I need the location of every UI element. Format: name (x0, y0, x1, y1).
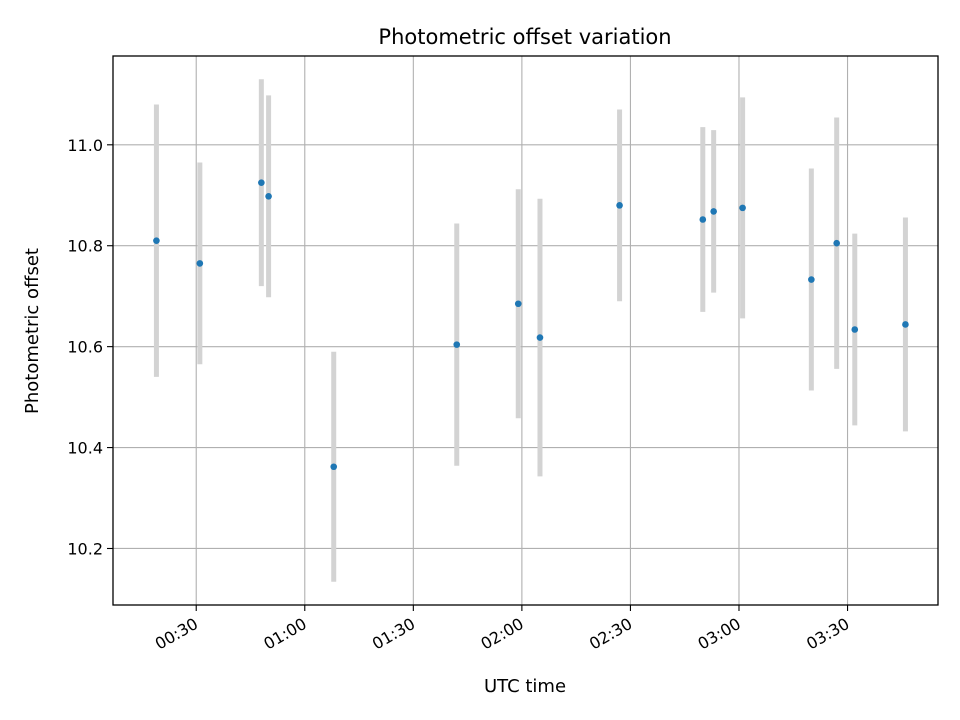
grid (113, 56, 938, 605)
data-point (699, 216, 707, 223)
data-point (616, 202, 623, 209)
data-point (739, 204, 746, 212)
data-point (153, 237, 160, 244)
y-tick-label: 10.2 (67, 539, 103, 558)
y-tick-label: 10.8 (67, 237, 103, 256)
x-axis-title: UTC time (484, 676, 566, 697)
data-point (330, 463, 338, 471)
data-point (265, 192, 272, 200)
data-point (833, 239, 840, 247)
y-tick-label: 10.6 (67, 338, 103, 357)
plot-frame (112, 55, 939, 606)
data-point (514, 300, 522, 308)
y-axis-title: Photometric offset (22, 248, 43, 414)
data-point (453, 341, 461, 348)
data-point (710, 208, 717, 215)
data-point (258, 179, 265, 186)
data-point (536, 334, 544, 341)
data-point (851, 326, 859, 333)
y-axis-ticks: 10.2 10.4 10.6 10.8 11.0 (67, 136, 113, 558)
data-point (808, 276, 815, 283)
data-point (902, 321, 909, 328)
data-point (196, 260, 204, 267)
y-tick-label: 11.0 (67, 136, 103, 155)
data-points (153, 179, 909, 471)
chart-title: Photometric offset variation (378, 25, 671, 49)
y-tick-label: 10.4 (67, 439, 103, 458)
